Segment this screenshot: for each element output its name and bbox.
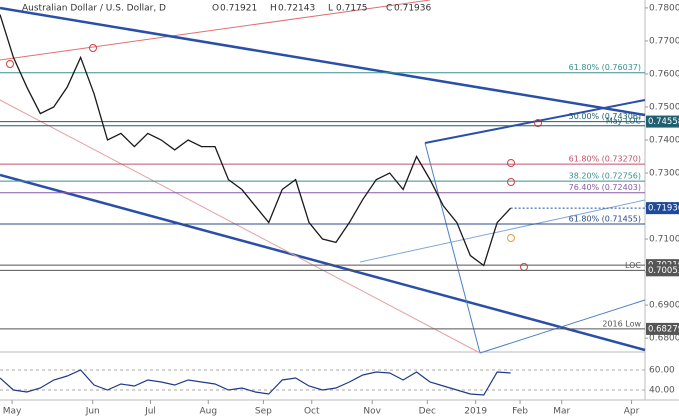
level-label: 61.80% (0.71455) — [569, 215, 641, 224]
marker — [6, 60, 14, 68]
price-tag-label: 0.68279 — [648, 324, 679, 334]
ohlc-label: H — [270, 4, 277, 14]
price-tag — [646, 322, 679, 335]
x-tick-label: Aug — [199, 407, 217, 417]
price-tag — [646, 202, 679, 215]
level-label: 2016 Low — [602, 319, 641, 328]
level-label: May LOC — [606, 116, 642, 125]
trend-line — [0, 99, 481, 354]
x-tick-label: Mar — [553, 407, 570, 417]
chart-title: Australian Dollar / U.S. Dollar, D — [22, 4, 166, 14]
ohlc-value: 0.71921 — [220, 4, 257, 14]
x-tick-label: Jun — [85, 407, 100, 417]
x-tick-label: Dec — [419, 407, 436, 417]
x-tick-label: Apr — [624, 407, 640, 417]
ohlc-value: 0.71936 — [394, 4, 431, 14]
marker — [89, 44, 97, 52]
price-tag-label: 0.74558 — [648, 117, 679, 127]
trend-line — [424, 142, 481, 354]
x-tick-label: Feb — [512, 407, 528, 417]
x-tick-label: Sep — [255, 407, 272, 417]
rsi-tick-label: 40.00 — [649, 386, 675, 396]
x-tick-label: 2019 — [464, 407, 487, 417]
ohlc-value: 0.7175 — [336, 4, 368, 14]
marker — [507, 234, 515, 242]
x-tick-label: Nov — [363, 407, 381, 417]
rsi-tick-label: 60.00 — [649, 366, 675, 376]
channel-line — [0, 173, 646, 352]
level-label: LOC — [625, 261, 641, 270]
x-tick-label: May — [3, 407, 22, 417]
ohlc-label: C — [386, 4, 392, 14]
price-line — [0, 14, 512, 267]
trend-line — [479, 299, 646, 354]
trend-line — [359, 199, 646, 263]
marker — [534, 119, 542, 127]
price-tag — [646, 264, 679, 277]
trend-line — [0, 0, 431, 61]
level-label: 61.80% (0.76037) — [569, 63, 641, 72]
level-label: 38.20% (0.72756) — [569, 172, 641, 181]
price-tag-label: 0.70053 — [648, 266, 679, 276]
level-label: 76.40% (0.72403) — [569, 183, 641, 192]
x-tick-label: Jul — [144, 407, 156, 417]
ohlc-label: O — [212, 4, 219, 14]
ohlc-value: 0.72143 — [278, 4, 315, 14]
price-tag — [646, 115, 679, 128]
marker — [507, 178, 515, 186]
level-label: 61.80% (0.73270) — [569, 155, 641, 164]
y-tick-label: 0.78000 — [649, 3, 679, 13]
level-label: 50.00% (0.74306) — [569, 112, 641, 121]
marker — [507, 159, 515, 167]
channel-line — [0, 6, 646, 117]
price-tag-label: 0.71936 — [648, 204, 679, 214]
rsi-line — [0, 369, 511, 396]
ohlc-label: L — [328, 4, 333, 14]
x-tick-label: Oct — [304, 407, 320, 417]
